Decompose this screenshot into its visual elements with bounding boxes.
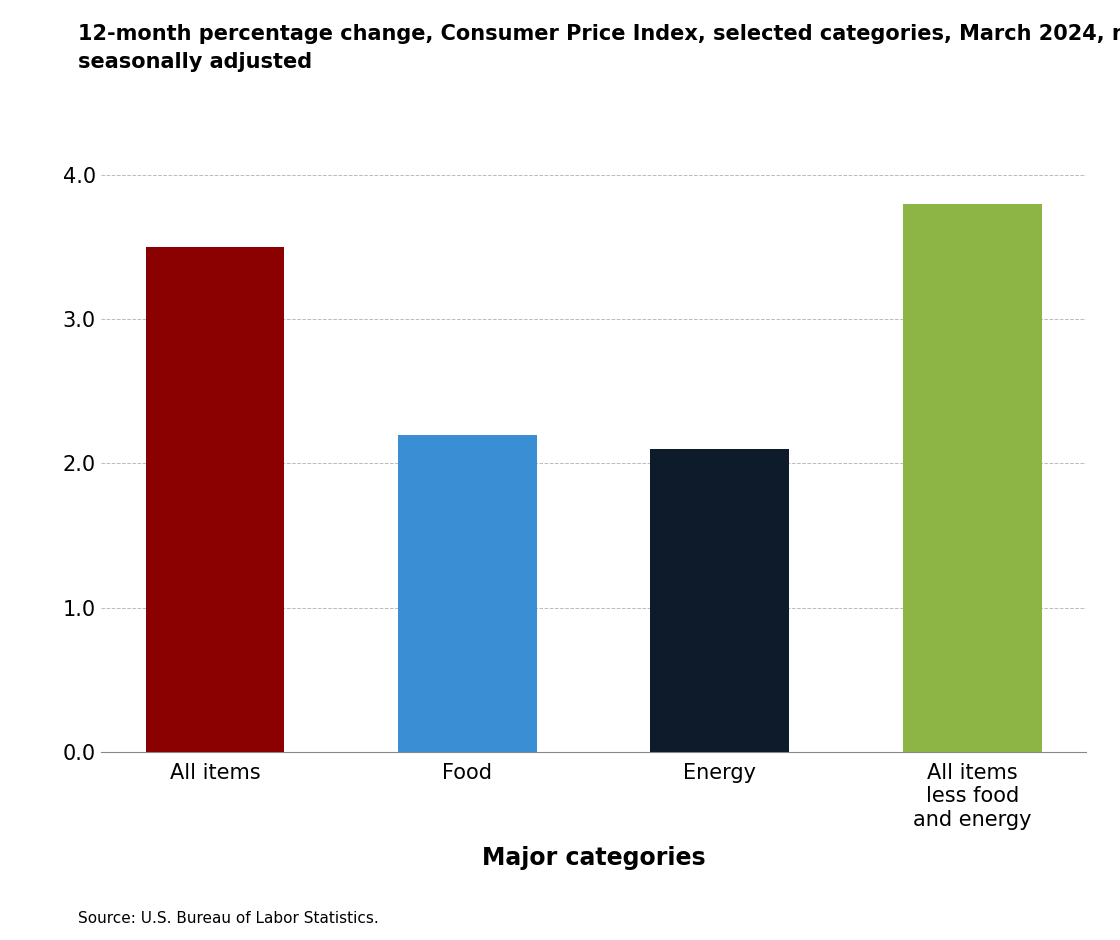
X-axis label: Major categories: Major categories: [482, 846, 706, 870]
Text: 12-month percentage change, Consumer Price Index, selected categories, March 202: 12-month percentage change, Consumer Pri…: [78, 24, 1120, 43]
Bar: [146, 247, 284, 752]
Bar: [903, 204, 1042, 752]
Bar: [398, 434, 536, 752]
Bar: [651, 449, 790, 752]
Text: Source: U.S. Bureau of Labor Statistics.: Source: U.S. Bureau of Labor Statistics.: [78, 911, 380, 926]
Text: seasonally adjusted: seasonally adjusted: [78, 52, 312, 71]
